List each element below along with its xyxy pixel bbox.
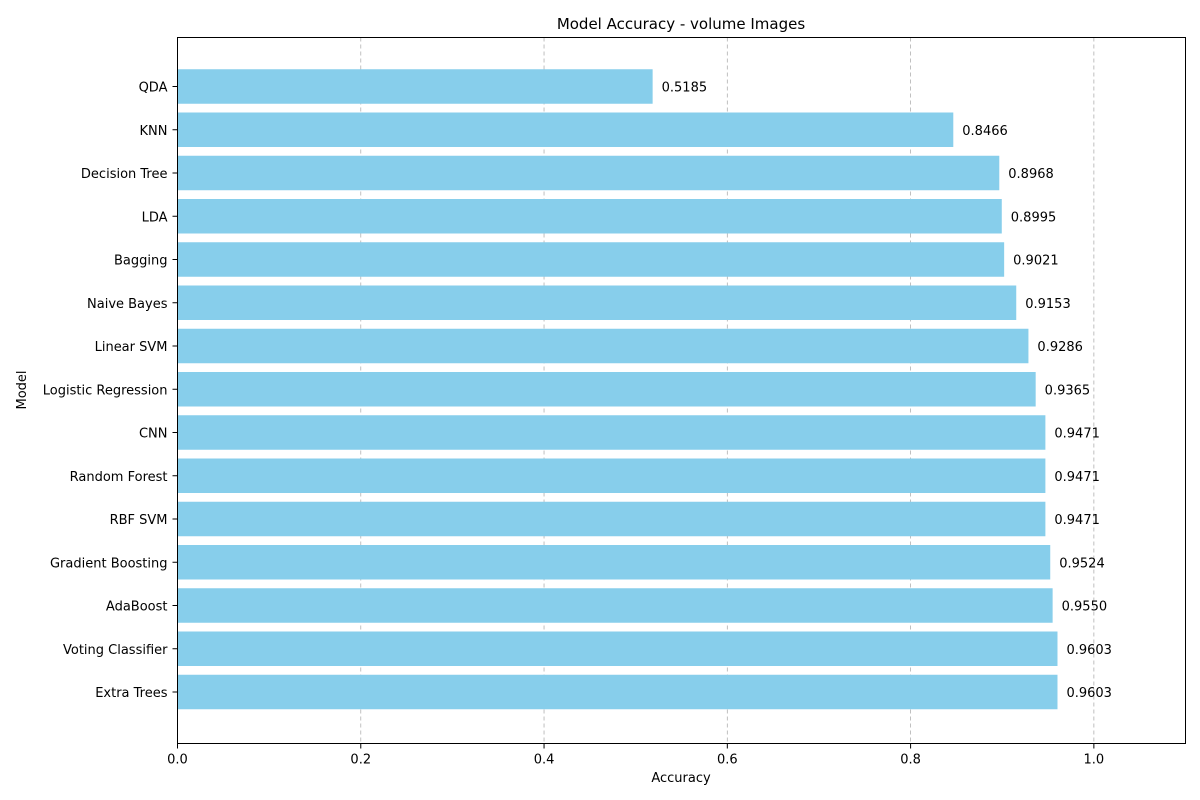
- bar: [177, 199, 1002, 234]
- bar-value-label: 0.9603: [1066, 643, 1112, 658]
- bar: [177, 588, 1053, 623]
- y-tick-label: AdaBoost: [106, 600, 168, 615]
- bars: [177, 69, 1058, 710]
- bar-value-label: 0.8968: [1008, 167, 1054, 182]
- bar-value-label: 0.9153: [1025, 297, 1071, 312]
- x-tick-label: 0.8: [900, 753, 921, 768]
- bar-value-label: 0.5185: [662, 81, 708, 96]
- x-tick-label: 0.4: [534, 753, 555, 768]
- y-tick-label: LDA: [142, 210, 168, 225]
- x-tick-label: 0.2: [350, 753, 371, 768]
- bar-value-label: 0.9524: [1059, 556, 1105, 571]
- bar-value-label: 0.9286: [1037, 340, 1083, 355]
- y-tick-label: Random Forest: [70, 470, 168, 485]
- y-tick-label: Decision Tree: [81, 167, 168, 182]
- bar: [177, 328, 1029, 364]
- y-axis-ticks: QDA KNN Decision Tree LDA Bagging Naive Bayes…: [43, 81, 178, 701]
- bar-value-label: 0.8995: [1011, 210, 1056, 225]
- y-axis-label: Model: [15, 370, 30, 409]
- y-tick-label: Bagging: [114, 254, 168, 269]
- bar: [177, 674, 1058, 710]
- bar: [177, 501, 1046, 537]
- bar-value-label: 0.9471: [1054, 470, 1100, 485]
- y-tick-label: RBF SVM: [110, 513, 168, 528]
- y-tick-label: QDA: [139, 81, 168, 96]
- chart-title: Model Accuracy - volume Images: [557, 15, 806, 33]
- bar-value-label: 0.9471: [1054, 427, 1100, 442]
- bar: [177, 372, 1036, 407]
- x-axis-ticks: 0.0 0.2 0.4 0.6 0.8 1.0: [167, 743, 1105, 768]
- x-tick-label: 0.0: [167, 753, 188, 768]
- plot-frame: [177, 37, 1186, 744]
- bar-value-label: 0.9603: [1066, 686, 1112, 701]
- bar-value-label: 0.9021: [1013, 254, 1059, 269]
- y-tick-label: Voting Classifier: [63, 643, 168, 658]
- y-tick-label: Naive Bayes: [87, 297, 168, 312]
- bar: [177, 69, 653, 104]
- x-tick-label: 1.0: [1084, 753, 1105, 768]
- bar: [177, 415, 1046, 450]
- y-tick-label: Gradient Boosting: [50, 556, 168, 571]
- bar: [177, 112, 954, 147]
- bar-value-label: 0.9471: [1054, 513, 1100, 528]
- value-labels: 0.5185 0.8466 0.8968 0.8995 0.9021 0.9153 0.92…: [662, 81, 1112, 702]
- bar-value-label: 0.9365: [1045, 383, 1091, 398]
- y-tick-label: Extra Trees: [95, 686, 168, 701]
- x-tick-label: 0.6: [717, 753, 738, 768]
- bar-value-label: 0.9550: [1062, 600, 1108, 615]
- y-tick-label: Logistic Regression: [43, 383, 168, 398]
- y-tick-label: Linear SVM: [95, 340, 168, 355]
- bar: [177, 631, 1058, 666]
- bar: [177, 545, 1051, 580]
- bar: [177, 242, 1005, 277]
- y-tick-label: KNN: [140, 124, 168, 139]
- x-axis-label: Accuracy: [651, 771, 711, 786]
- bar: [177, 285, 1017, 320]
- y-tick-label: CNN: [139, 427, 168, 442]
- bar-value-label: 0.8466: [962, 124, 1008, 139]
- bar: [177, 458, 1046, 493]
- bar: [177, 155, 1000, 191]
